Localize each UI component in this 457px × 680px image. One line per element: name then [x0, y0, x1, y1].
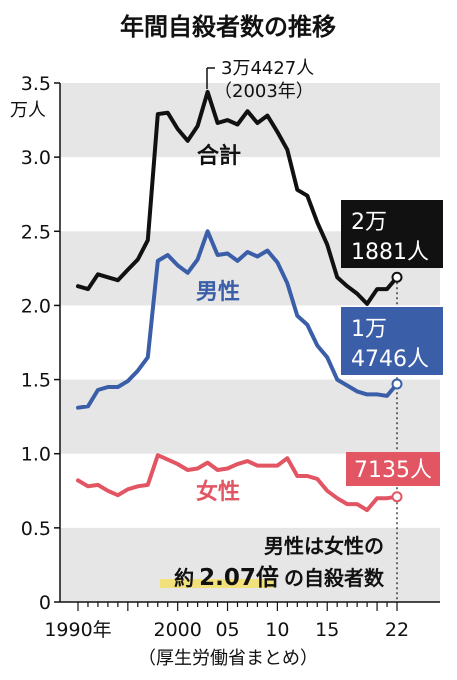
end-label-female-text: 7135人 — [354, 458, 432, 483]
series-label-total: 合計 — [197, 143, 241, 169]
end-label-male-line2: 4746人 — [351, 347, 429, 372]
x-tick-label: 1990年 — [44, 619, 111, 641]
background-bands — [60, 83, 440, 602]
note-highlight — [160, 579, 274, 588]
end-label-female-box — [346, 452, 440, 486]
end-label-total-box — [341, 200, 443, 268]
grid-band — [60, 379, 440, 454]
note: 男性は女性の 約 2.07倍 の自殺者数 — [160, 534, 385, 591]
end-label-male-line1: 1万 — [351, 317, 387, 342]
x-axis: 1990年 2000 05 10 15 22 — [44, 277, 440, 641]
x-tick-label: 2000 — [154, 619, 202, 641]
note-line2-pre: 約 — [174, 566, 194, 590]
y-tick-label: 2.5 — [21, 221, 51, 243]
y-tick-label: 2.0 — [21, 295, 51, 317]
y-axis: 0 0.5 1.0 1.5 2.0 2.5 3.0 3.5 — [21, 73, 61, 614]
series-line — [76, 453, 399, 513]
chart-title: 年間自殺者数の推移 — [120, 13, 336, 41]
series-line — [76, 89, 399, 306]
x-tick-label: 10 — [265, 619, 289, 641]
series-line — [76, 229, 399, 410]
end-label-female: 7135人 — [346, 452, 440, 486]
y-tick-label: 0.5 — [21, 518, 51, 540]
y-tick-label: 3.0 — [21, 147, 51, 169]
x-tick-label: 22 — [385, 619, 409, 641]
peak-annotation-year: （2003年） — [214, 81, 314, 102]
end-label-total-line2: 1881人 — [351, 240, 429, 265]
y-unit-label: 万人 — [10, 100, 46, 121]
series-endpoint — [391, 378, 403, 390]
end-label-male: 1万 4746人 — [341, 307, 443, 375]
series-label-male: 男性 — [196, 280, 240, 305]
series-endpoint — [391, 491, 403, 503]
note-line1: 男性は女性の — [264, 534, 384, 558]
peak-annotation: 3万4427人 （2003年） — [206, 58, 314, 102]
grid-band — [60, 527, 440, 602]
end-label-total: 2万 1881人 — [341, 200, 443, 268]
end-label-total-line1: 2万 — [351, 210, 387, 235]
series-endpoint — [391, 271, 403, 283]
y-tick-label: 1.5 — [21, 370, 51, 392]
note-line2-post: の自殺者数 — [284, 566, 385, 590]
y-tick-label: 3.5 — [21, 73, 51, 95]
peak-annotation-value: 3万4427人 — [221, 58, 314, 79]
y-tick-label: 1.0 — [21, 444, 51, 466]
y-tick-label: 0 — [39, 592, 51, 614]
series-label-female: 女性 — [196, 479, 240, 505]
source-note: （厚生労働省まとめ） — [138, 648, 318, 669]
grid-band — [60, 83, 440, 158]
note-line2-emph: 2.07倍 — [199, 564, 279, 591]
note-line2: 約 2.07倍 の自殺者数 — [174, 564, 385, 591]
x-tick-label: 05 — [215, 619, 239, 641]
x-tick-label: 15 — [315, 619, 339, 641]
series-lines — [76, 89, 403, 513]
end-label-male-box — [341, 307, 443, 375]
